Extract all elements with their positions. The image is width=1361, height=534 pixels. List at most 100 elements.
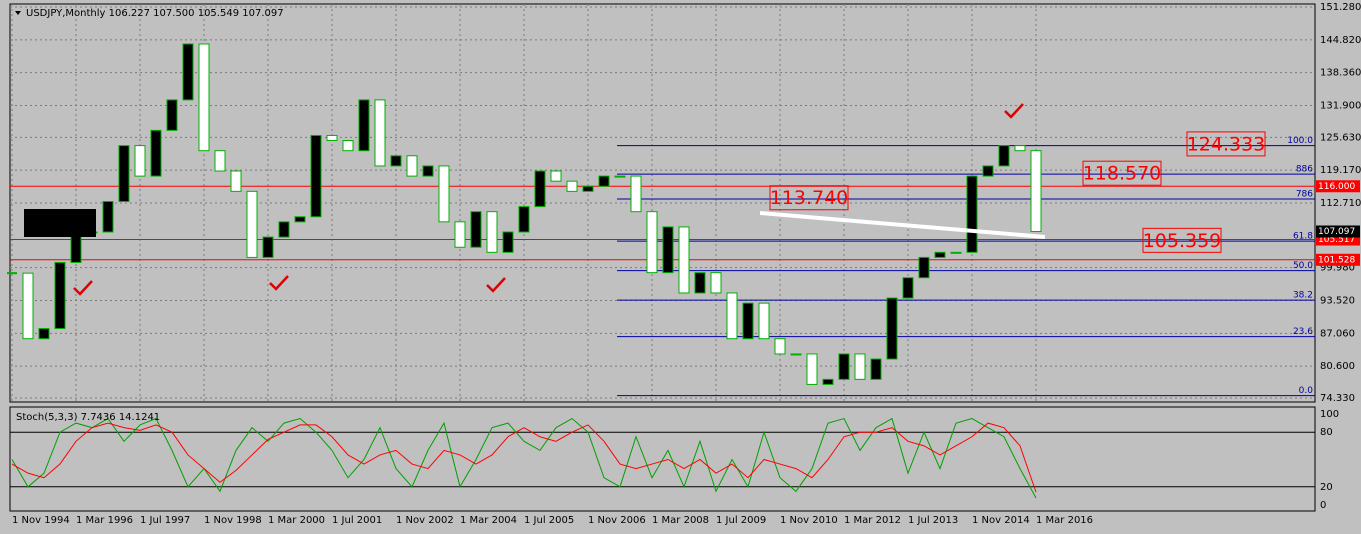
x-tick-label: 1 Jul 2013 bbox=[908, 515, 958, 526]
candle bbox=[278, 221, 290, 238]
fib-label: 23.6 bbox=[1293, 327, 1313, 337]
candle bbox=[550, 170, 562, 182]
candle bbox=[326, 134, 338, 142]
stoch-line bbox=[11, 417, 1037, 499]
candle bbox=[662, 226, 674, 274]
fib-label: 786 bbox=[1296, 189, 1313, 199]
x-tick-label: 1 Mar 2000 bbox=[268, 515, 325, 526]
price-tag-label: 107.097 bbox=[1318, 227, 1355, 237]
candle bbox=[950, 251, 962, 254]
candle bbox=[790, 353, 802, 356]
candle bbox=[918, 256, 930, 279]
stoch-title: Stoch(5,3,3) 7.7436 14.1241 bbox=[16, 412, 160, 423]
candle bbox=[118, 145, 130, 203]
candle bbox=[294, 216, 306, 223]
candle bbox=[102, 201, 114, 233]
candle bbox=[1030, 150, 1042, 232]
x-tick-label: 1 Nov 2006 bbox=[588, 515, 646, 526]
candle bbox=[486, 211, 498, 253]
candle bbox=[374, 99, 386, 167]
x-tick-label: 1 Nov 2014 bbox=[972, 515, 1030, 526]
candle bbox=[22, 272, 34, 340]
y-tick-label: 112.710 bbox=[1320, 198, 1361, 209]
x-tick-label: 1 Mar 2012 bbox=[844, 515, 901, 526]
annotation-label: 105.359 bbox=[1143, 230, 1222, 252]
candle bbox=[758, 302, 770, 340]
y-tick-label: 20 bbox=[1320, 482, 1333, 493]
annotation-box bbox=[769, 185, 849, 211]
candle bbox=[902, 277, 914, 299]
x-tick-label: 1 Mar 2016 bbox=[1036, 515, 1093, 526]
fib-label: 61.8 bbox=[1293, 232, 1313, 242]
x-tick-label: 1 Jul 2005 bbox=[524, 515, 574, 526]
fib-label: 50.0 bbox=[1293, 261, 1313, 271]
quote: 106.227 107.500 105.549 107.097 bbox=[109, 8, 284, 19]
x-tick-label: 1 Nov 2010 bbox=[780, 515, 838, 526]
candle bbox=[310, 134, 322, 218]
x-tick-label: 1 Nov 1998 bbox=[204, 515, 262, 526]
candle bbox=[150, 129, 162, 177]
candle bbox=[966, 175, 978, 253]
check-mark bbox=[486, 277, 506, 293]
candle bbox=[262, 236, 274, 258]
grid bbox=[10, 4, 1315, 402]
y-tick-label: 131.900 bbox=[1320, 100, 1361, 111]
candle bbox=[518, 206, 530, 233]
candle bbox=[422, 165, 434, 177]
check-mark bbox=[269, 275, 289, 291]
candle bbox=[646, 211, 658, 274]
check-mark bbox=[1004, 103, 1024, 119]
y-tick-label: 99.980 bbox=[1320, 263, 1355, 274]
fib-label: 886 bbox=[1296, 165, 1313, 175]
candle bbox=[406, 155, 418, 177]
candle bbox=[534, 170, 546, 208]
annotation-box bbox=[1186, 131, 1266, 157]
main-panel bbox=[9, 3, 1316, 403]
candle bbox=[822, 378, 834, 385]
candle bbox=[38, 328, 50, 340]
y-tick-label: 125.630 bbox=[1320, 132, 1361, 143]
x-tick-label: 1 Jul 2009 bbox=[716, 515, 766, 526]
candle bbox=[166, 99, 178, 131]
chart-header: USDJPY,Monthly 106.227 107.500 105.549 1… bbox=[26, 8, 284, 19]
y-tick-label: 151.280 bbox=[1320, 2, 1361, 13]
candle bbox=[710, 272, 722, 294]
fib-label: 100.0 bbox=[1287, 136, 1313, 146]
x-tick-label: 1 Mar 2008 bbox=[652, 515, 709, 526]
annotation-box bbox=[1082, 160, 1162, 186]
annotation-label: 118.570 bbox=[1083, 163, 1162, 185]
candle bbox=[502, 231, 514, 253]
candle bbox=[774, 338, 786, 355]
candle bbox=[694, 272, 706, 294]
x-tick-label: 1 Mar 1996 bbox=[76, 515, 133, 526]
candle bbox=[854, 353, 866, 380]
y-tick-label: 144.820 bbox=[1320, 35, 1361, 46]
black-box bbox=[24, 209, 96, 237]
y-tick-label: 80.600 bbox=[1320, 361, 1355, 372]
candle bbox=[726, 292, 738, 340]
candle bbox=[214, 150, 226, 172]
price-tag bbox=[1316, 225, 1360, 238]
candle bbox=[998, 145, 1010, 167]
y-tick-label: 119.170 bbox=[1320, 165, 1361, 176]
x-tick-label: 1 Mar 2004 bbox=[460, 515, 517, 526]
candle bbox=[454, 221, 466, 248]
candle bbox=[806, 353, 818, 385]
annotation-box bbox=[1142, 227, 1222, 253]
x-tick-label: 1 Jul 1997 bbox=[140, 515, 190, 526]
candle bbox=[870, 358, 882, 380]
annotation-label: 124.333 bbox=[1187, 133, 1266, 155]
candle bbox=[982, 165, 994, 177]
y-tick-label: 93.520 bbox=[1320, 295, 1355, 306]
fib-label: 0.0 bbox=[1299, 386, 1314, 396]
price-tag bbox=[1316, 253, 1360, 266]
x-tick-label: 1 Nov 2002 bbox=[396, 515, 454, 526]
candle bbox=[614, 175, 626, 178]
candle bbox=[358, 99, 370, 152]
candle bbox=[246, 190, 258, 258]
candle bbox=[390, 155, 402, 167]
collapse-arrow[interactable] bbox=[15, 11, 21, 15]
check-marks bbox=[73, 103, 1024, 296]
fib-label: 38.2 bbox=[1293, 291, 1313, 301]
candle bbox=[742, 302, 754, 340]
